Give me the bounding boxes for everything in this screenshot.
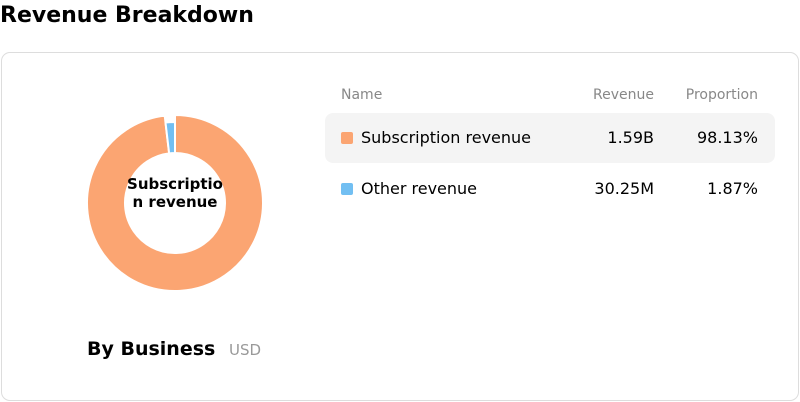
column-header: Proportion: [685, 87, 758, 103]
row-name: Subscription revenue: [361, 128, 532, 147]
donut-slice[interactable]: [86, 113, 264, 292]
donut-slice[interactable]: [164, 120, 176, 155]
row-proportion: 98.13%: [696, 128, 758, 147]
row-revenue: 1.59B: [607, 128, 654, 147]
unit-label: USD: [229, 341, 262, 359]
table-row[interactable]: Subscription revenue 1.59B 98.13%: [325, 113, 775, 163]
page-title: Revenue Breakdown: [0, 3, 254, 28]
row-proportion: 1.87%: [707, 179, 758, 198]
row-revenue: 30.25M: [594, 179, 654, 198]
card: [1, 52, 799, 401]
legend-swatch: [341, 132, 353, 144]
row-name: Other revenue: [361, 179, 478, 198]
legend-swatch: [341, 183, 353, 195]
column-header: Name: [341, 87, 383, 103]
table-row[interactable]: Other revenue 30.25M 1.87%: [325, 164, 775, 214]
column-header: Revenue: [593, 87, 654, 103]
center-label: Subscription revenue: [127, 175, 223, 211]
chart-caption: By Business: [87, 338, 216, 360]
